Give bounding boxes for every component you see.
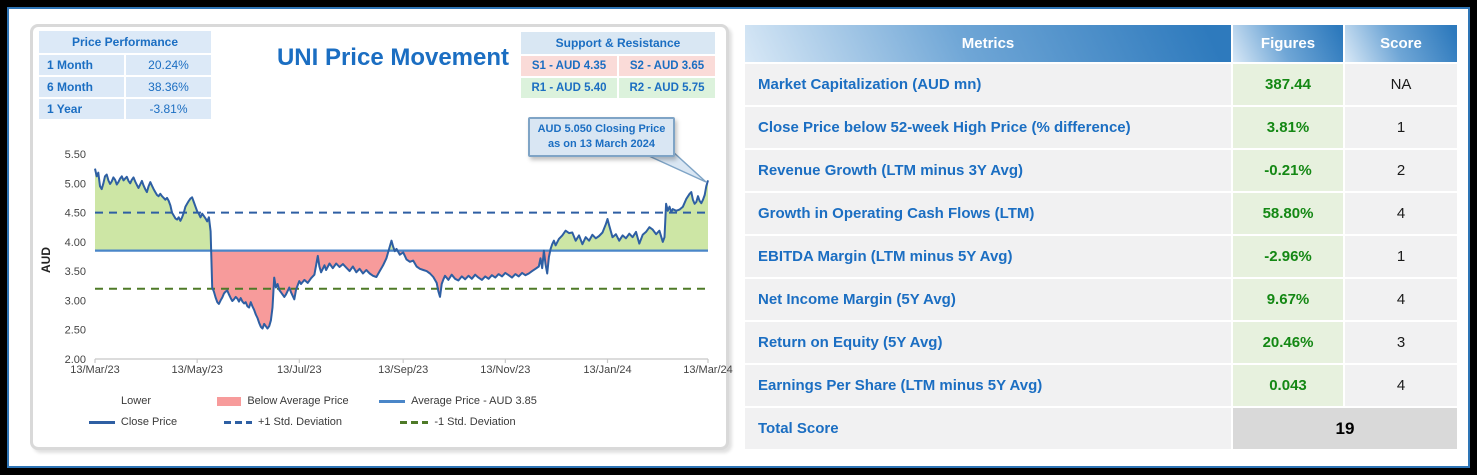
metric-figure-cell: 387.44 bbox=[1233, 64, 1343, 105]
metric-name-cell: Market Capitalization (AUD mn) bbox=[745, 64, 1231, 105]
x-tick-label: 13/Jul/23 bbox=[277, 364, 322, 376]
price-chart: 13/Mar/23 13/May/23 13/Jul/23 13/Sep/23 13/N… bbox=[39, 149, 733, 376]
callout-line1: AUD 5.050 Closing Price bbox=[537, 123, 666, 135]
legend-label: -1 Std. Deviation bbox=[434, 416, 516, 428]
price-performance-value: -3.81% bbox=[126, 99, 211, 119]
below-average-area bbox=[211, 250, 551, 329]
support-level-cell: S1 - AUD 4.35 bbox=[521, 56, 617, 76]
metric-score-cell: NA bbox=[1345, 64, 1457, 105]
metric-name-cell: Close Price below 52-week High Price (% … bbox=[745, 107, 1231, 148]
metric-score-cell: 3 bbox=[1345, 322, 1457, 363]
legend-marker-line-close-icon bbox=[88, 420, 115, 424]
dashboard: Price Performance 1 Month 20.24% 6 Month 38… bbox=[7, 7, 1470, 468]
support-level-cell: S2 - AUD 3.65 bbox=[619, 56, 715, 76]
legend-label: Average Price - AUD 3.85 bbox=[411, 395, 537, 407]
y-tick-label: 5.00 bbox=[65, 178, 86, 190]
total-score-label: Total Score bbox=[745, 408, 1231, 449]
legend-marker-dash-blue-icon bbox=[223, 420, 252, 424]
column-header-figures: Figures bbox=[1233, 25, 1343, 62]
legend-marker-dash-green-icon bbox=[400, 420, 429, 424]
y-tick-label: 4.50 bbox=[65, 208, 86, 220]
close-price-line bbox=[94, 168, 709, 330]
y-axis-label: AUD bbox=[39, 247, 53, 273]
legend-item: Lower bbox=[63, 395, 203, 407]
metric-figure-cell: 0.043 bbox=[1233, 365, 1343, 406]
metric-figure-cell: -2.96% bbox=[1233, 236, 1343, 277]
above-average-area bbox=[95, 168, 708, 251]
resistance-level-cell: R1 - AUD 5.40 bbox=[521, 78, 617, 98]
metric-score-cell: 4 bbox=[1345, 279, 1457, 320]
legend-marker-line-avg-icon bbox=[379, 399, 406, 403]
legend-item: Close Price bbox=[63, 416, 203, 428]
legend-item: -1 Std. Deviation bbox=[363, 416, 553, 428]
metric-name-cell: EBITDA Margin (LTM minus 5Y Avg) bbox=[745, 236, 1231, 277]
y-tick-label: 3.00 bbox=[65, 295, 86, 307]
closing-price-callout: AUD 5.050 Closing Price as on 13 March 2… bbox=[528, 117, 675, 157]
price-performance-period: 1 Year bbox=[39, 99, 124, 119]
price-performance-value: 38.36% bbox=[126, 77, 211, 97]
price-performance-header: Price Performance bbox=[39, 31, 211, 53]
metric-figure-cell: 9.67% bbox=[1233, 279, 1343, 320]
metric-score-cell: 4 bbox=[1345, 193, 1457, 234]
column-header-metrics: Metrics bbox=[745, 25, 1231, 62]
legend-label: Below Average Price bbox=[247, 395, 349, 407]
metric-score-cell: 4 bbox=[1345, 365, 1457, 406]
x-tick-label: 13/Mar/24 bbox=[683, 364, 733, 376]
chart-legend: Lower Below Average Price Average Price - … bbox=[63, 395, 553, 428]
metric-score-cell: 1 bbox=[1345, 236, 1457, 277]
x-tick-label: 13/Mar/23 bbox=[70, 364, 120, 376]
legend-label: Close Price bbox=[120, 416, 178, 428]
support-resistance-table: Support & Resistance S1 - AUD 4.35 S2 - A… bbox=[521, 32, 715, 98]
legend-item: Below Average Price bbox=[203, 395, 363, 407]
legend-marker-rect-icon bbox=[217, 396, 242, 406]
price-performance-value: 20.24% bbox=[126, 55, 211, 75]
price-performance-period: 1 Month bbox=[39, 55, 124, 75]
price-performance-table: Price Performance 1 Month 20.24% 6 Month 38… bbox=[39, 31, 211, 119]
y-tick-label: 2.00 bbox=[65, 354, 86, 366]
column-header-score: Score bbox=[1345, 25, 1457, 62]
metric-name-cell: Earnings Per Share (LTM minus 5Y Avg) bbox=[745, 365, 1231, 406]
metric-score-cell: 1 bbox=[1345, 107, 1457, 148]
metric-name-cell: Revenue Growth (LTM minus 3Y Avg) bbox=[745, 150, 1231, 191]
metric-figure-cell: 20.46% bbox=[1233, 322, 1343, 363]
metric-name-cell: Net Income Margin (5Y Avg) bbox=[745, 279, 1231, 320]
x-tick-label: 13/Jan/24 bbox=[583, 364, 631, 376]
total-score-value: 19 bbox=[1233, 408, 1457, 449]
metric-name-cell: Growth in Operating Cash Flows (LTM) bbox=[745, 193, 1231, 234]
y-tick-label: 5.50 bbox=[65, 149, 86, 161]
metric-figure-cell: 3.81% bbox=[1233, 107, 1343, 148]
x-tick-label: 13/May/23 bbox=[171, 364, 222, 376]
y-tick-label: 4.00 bbox=[65, 237, 86, 249]
legend-label: Lower bbox=[121, 395, 151, 407]
scoring-table: Metrics Figures Score Market Capitalizat… bbox=[745, 25, 1457, 449]
x-tick-label: 13/Sep/23 bbox=[378, 364, 428, 376]
x-tick-label: 13/Nov/23 bbox=[480, 364, 530, 376]
legend-item: Average Price - AUD 3.85 bbox=[363, 395, 553, 407]
metric-figure-cell: -0.21% bbox=[1233, 150, 1343, 191]
metric-score-cell: 2 bbox=[1345, 150, 1457, 191]
metric-name-cell: Return on Equity (5Y Avg) bbox=[745, 322, 1231, 363]
price-chart-panel: Price Performance 1 Month 20.24% 6 Month 38… bbox=[30, 24, 733, 450]
metric-figure-cell: 58.80% bbox=[1233, 193, 1343, 234]
chart-title: UNI Price Movement bbox=[276, 44, 510, 71]
support-resistance-header: Support & Resistance bbox=[521, 32, 715, 54]
legend-label: +1 Std. Deviation bbox=[257, 416, 343, 428]
resistance-level-cell: R2 - AUD 5.75 bbox=[619, 78, 715, 98]
legend-item: +1 Std. Deviation bbox=[203, 416, 363, 428]
callout-line2: as on 13 March 2024 bbox=[547, 137, 655, 150]
y-tick-label: 3.50 bbox=[65, 266, 86, 278]
price-performance-period: 6 Month bbox=[39, 77, 124, 97]
y-tick-label: 2.50 bbox=[65, 325, 86, 337]
